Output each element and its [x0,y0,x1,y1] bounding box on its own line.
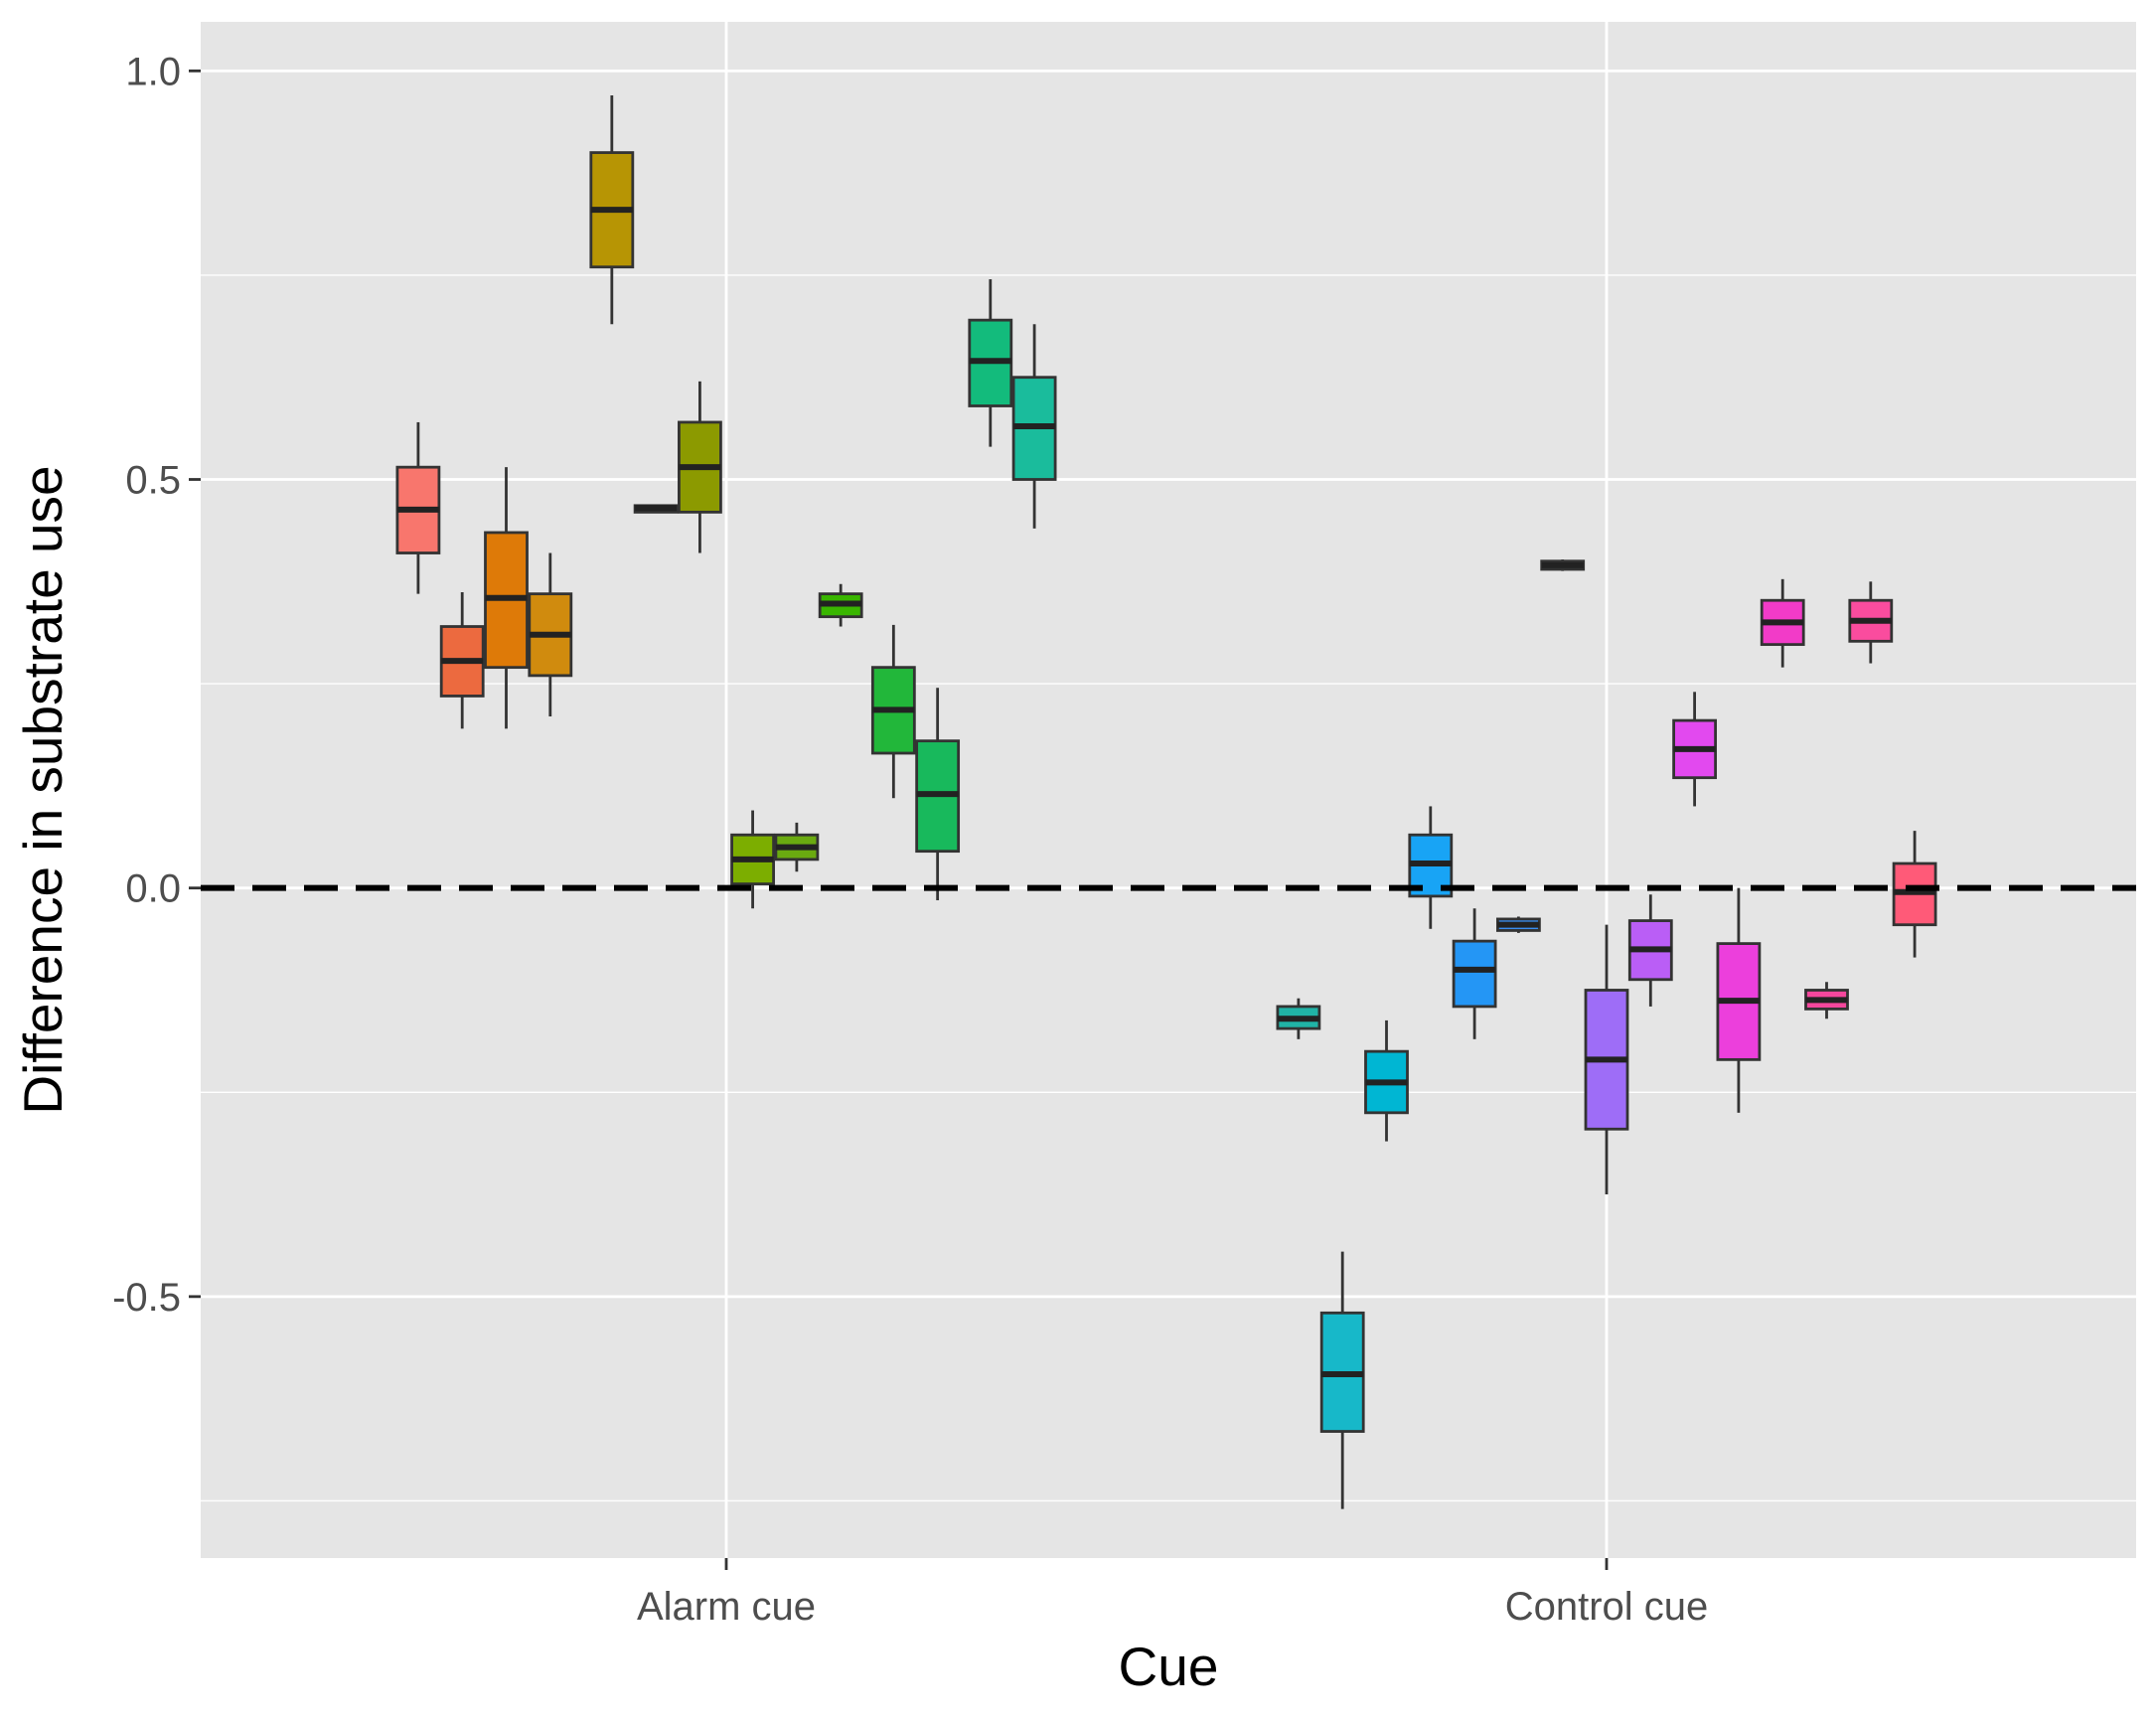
x-axis-title: Cue [1119,1636,1219,1697]
box-17 [1364,1019,1409,1142]
box-14 [1011,324,1057,529]
box-9 [774,822,820,872]
x-tick-label: Alarm cue [637,1585,816,1629]
y-tick-label: 0.0 [125,867,181,911]
box-12 [915,688,961,901]
box-4 [528,552,573,716]
box-23 [1627,894,1673,1007]
box-8 [730,810,775,909]
boxes-layer [395,95,1937,1509]
box-16 [1319,1251,1365,1509]
y-tick-label: 0.5 [125,459,181,503]
box-11 [870,624,916,799]
box-21 [1540,559,1586,571]
box-2 [439,591,485,729]
box-15 [1276,998,1321,1039]
box-27 [1804,982,1849,1019]
box-7 [678,381,722,553]
box-29 [1892,831,1937,958]
box-6 [633,504,679,514]
x-tick-label: Control cue [1505,1585,1709,1629]
box-26 [1760,578,1805,668]
y-tick-label: 1.0 [125,50,181,93]
box-25 [1716,887,1762,1113]
box-body [1452,939,1497,1009]
box-22 [1584,924,1629,1195]
box-18 [1408,806,1454,929]
box-20 [1496,916,1541,933]
y-axis-title: Difference in substrate use [12,465,74,1114]
panel-background [201,22,2136,1558]
box-13 [968,279,1013,447]
axes-layer: -0.5 0.0 0.5 1.0 Alarm cue Control cue [112,50,1708,1629]
box-28 [1848,581,1894,664]
box-5 [589,95,635,325]
box-1 [395,421,441,594]
y-tick-label: -0.5 [112,1276,181,1320]
box-19 [1452,908,1497,1039]
box-24 [1672,692,1717,807]
box-3 [484,467,529,729]
box-10 [818,583,863,627]
